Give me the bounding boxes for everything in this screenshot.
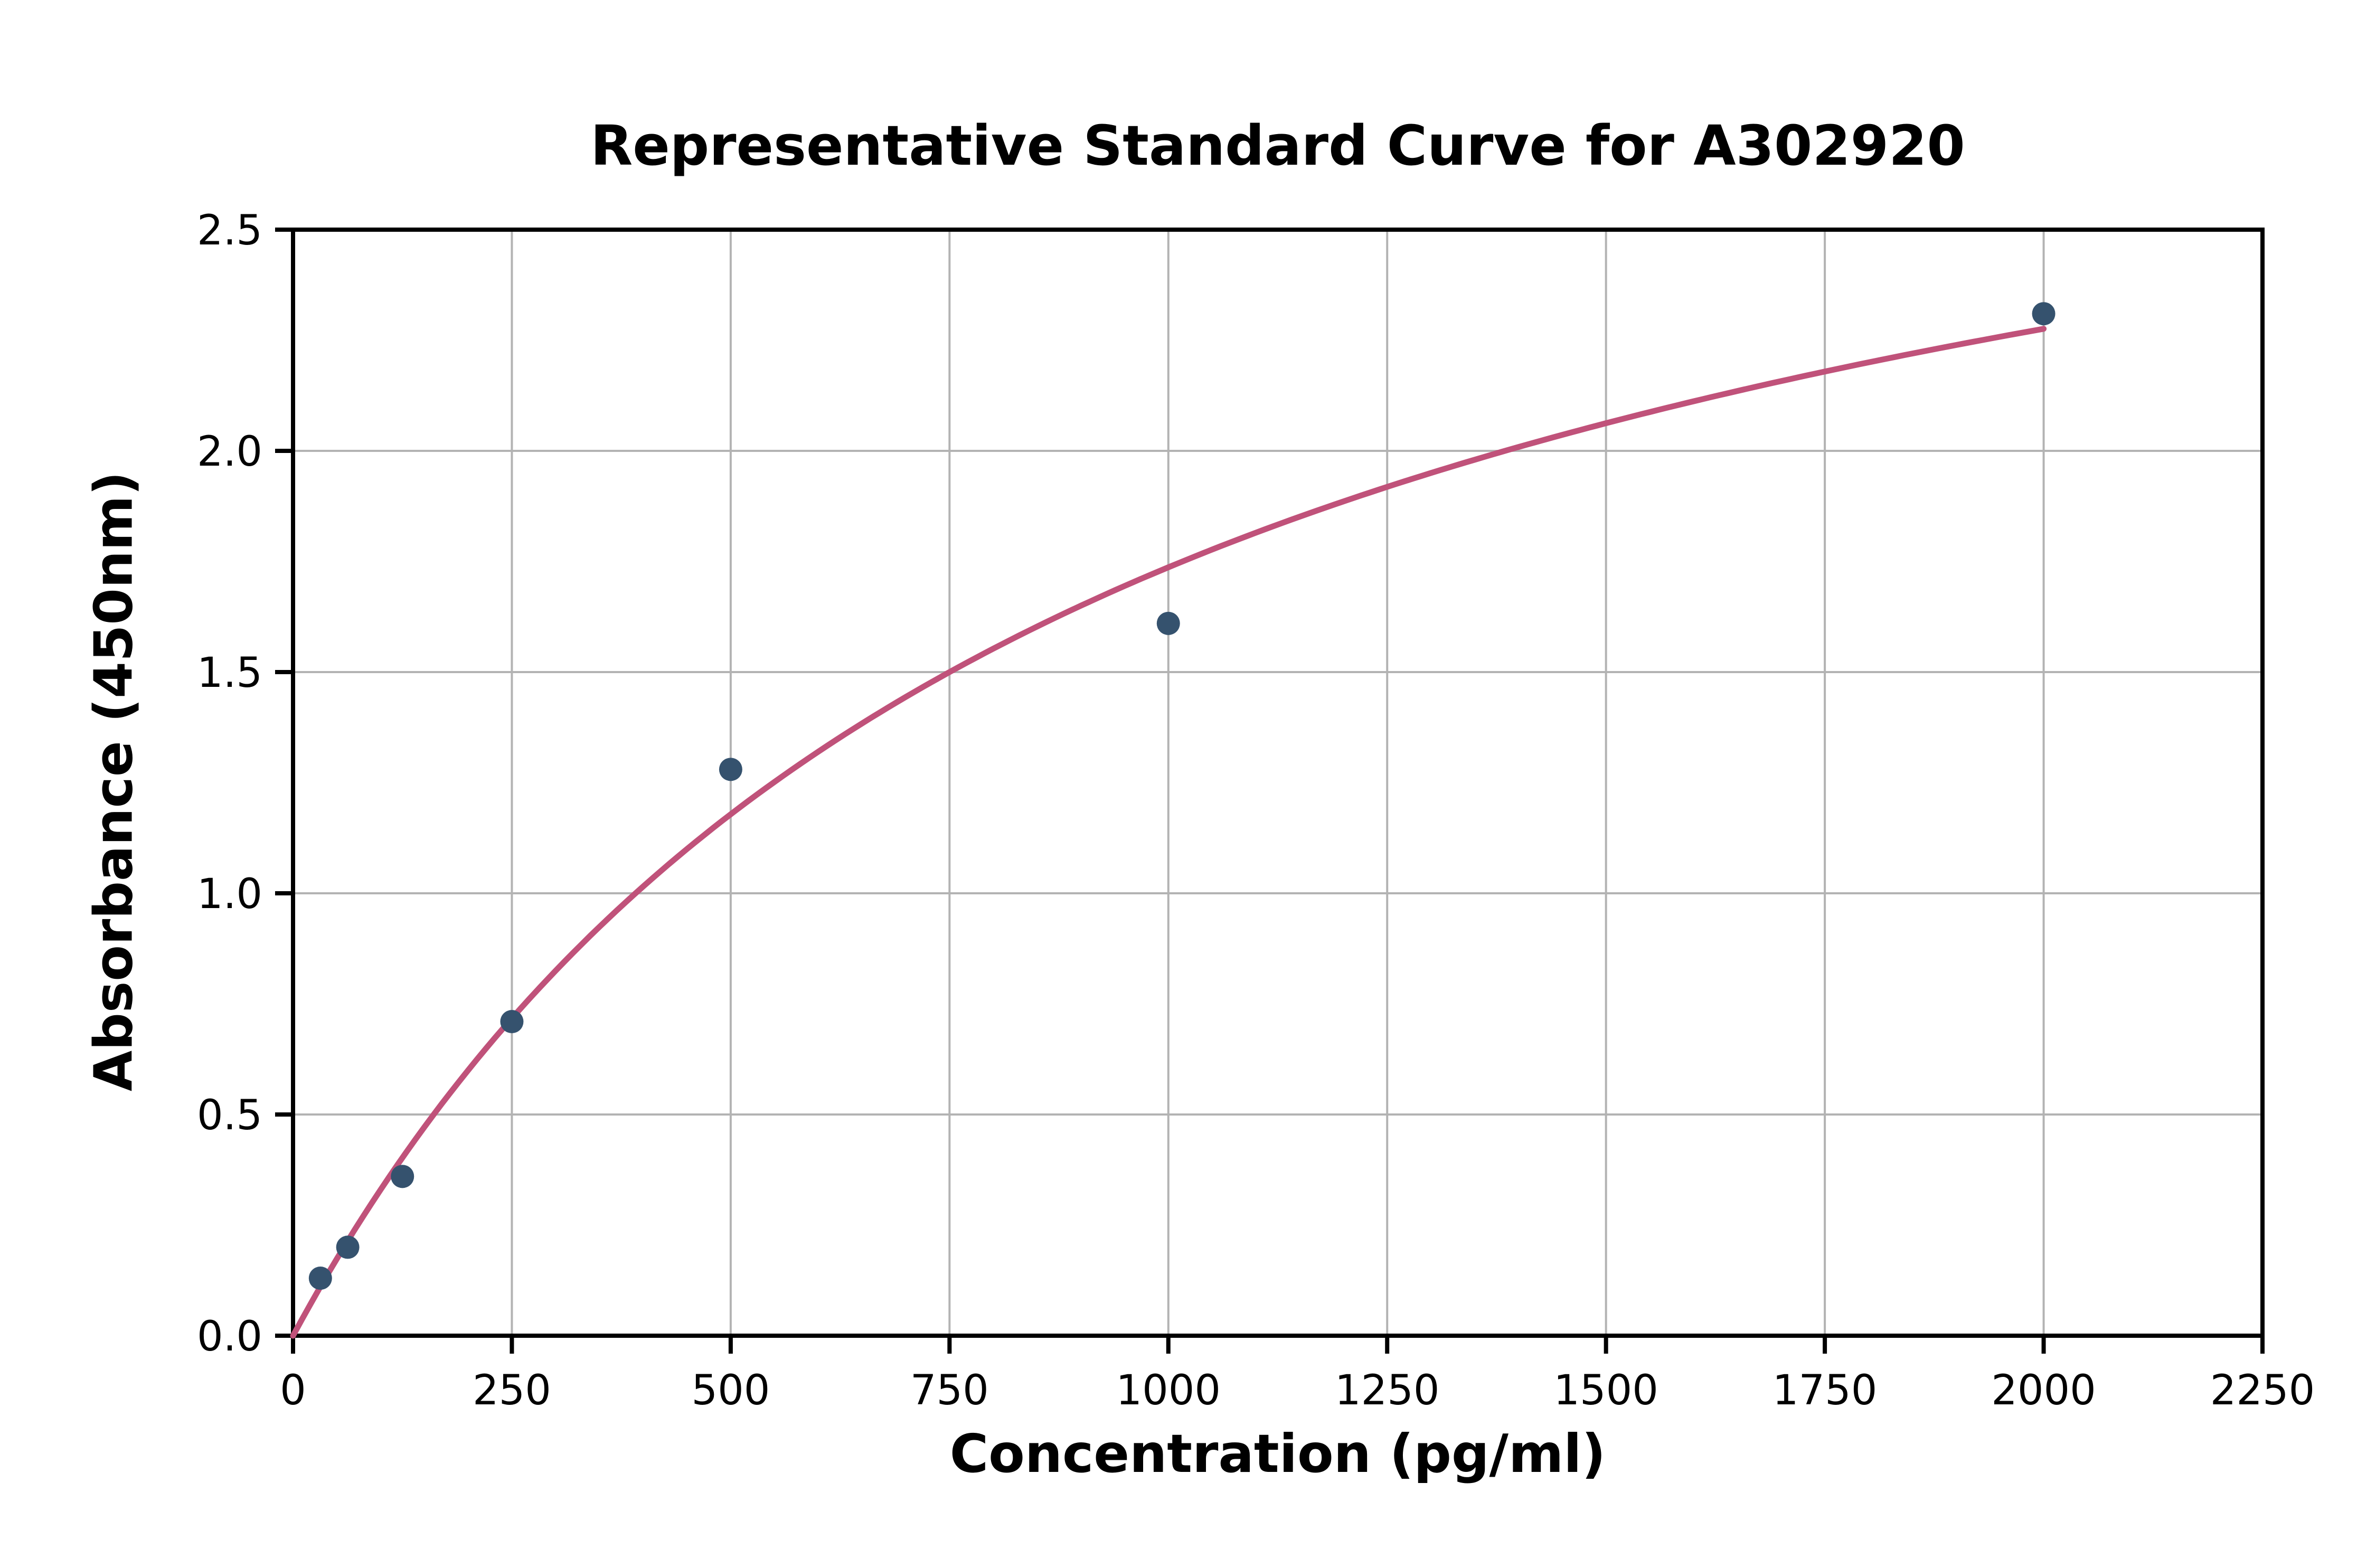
x-tick-label: 2000: [1991, 1367, 2096, 1414]
data-point: [1156, 611, 1180, 635]
y-tick-label: 2.5: [197, 207, 262, 254]
x-axis-label: Concentration (pg/ml): [949, 1423, 1606, 1485]
data-point: [391, 1165, 414, 1188]
y-axis-label: Absorbance (450nm): [82, 471, 145, 1092]
x-tick-label: 750: [910, 1367, 989, 1414]
data-point: [719, 758, 742, 781]
chart-title: Representative Standard Curve for A30292…: [590, 114, 1965, 178]
data-point: [336, 1235, 360, 1259]
x-tick-label: 2250: [2210, 1367, 2315, 1414]
data-point: [308, 1267, 332, 1290]
x-tick-label: 1000: [1116, 1367, 1221, 1414]
y-tick-label: 0.0: [197, 1313, 262, 1361]
y-tick-label: 1.5: [197, 649, 262, 697]
x-tick-label: 250: [473, 1367, 551, 1414]
x-tick-label: 1500: [1553, 1367, 1658, 1414]
plot-border: [291, 228, 2265, 1338]
x-tick-label: 1750: [1772, 1367, 1878, 1414]
x-tick-label: 1250: [1335, 1367, 1440, 1414]
x-tick-label: 500: [691, 1367, 770, 1414]
y-tick-label: 1.0: [197, 871, 262, 918]
y-tick-label: 0.5: [197, 1092, 262, 1139]
y-tick-label: 2.0: [197, 428, 262, 476]
x-tick-label: 0: [280, 1367, 306, 1414]
data-point: [500, 1010, 524, 1034]
fitted-curve: [290, 326, 2047, 1339]
data-point: [2032, 302, 2056, 326]
